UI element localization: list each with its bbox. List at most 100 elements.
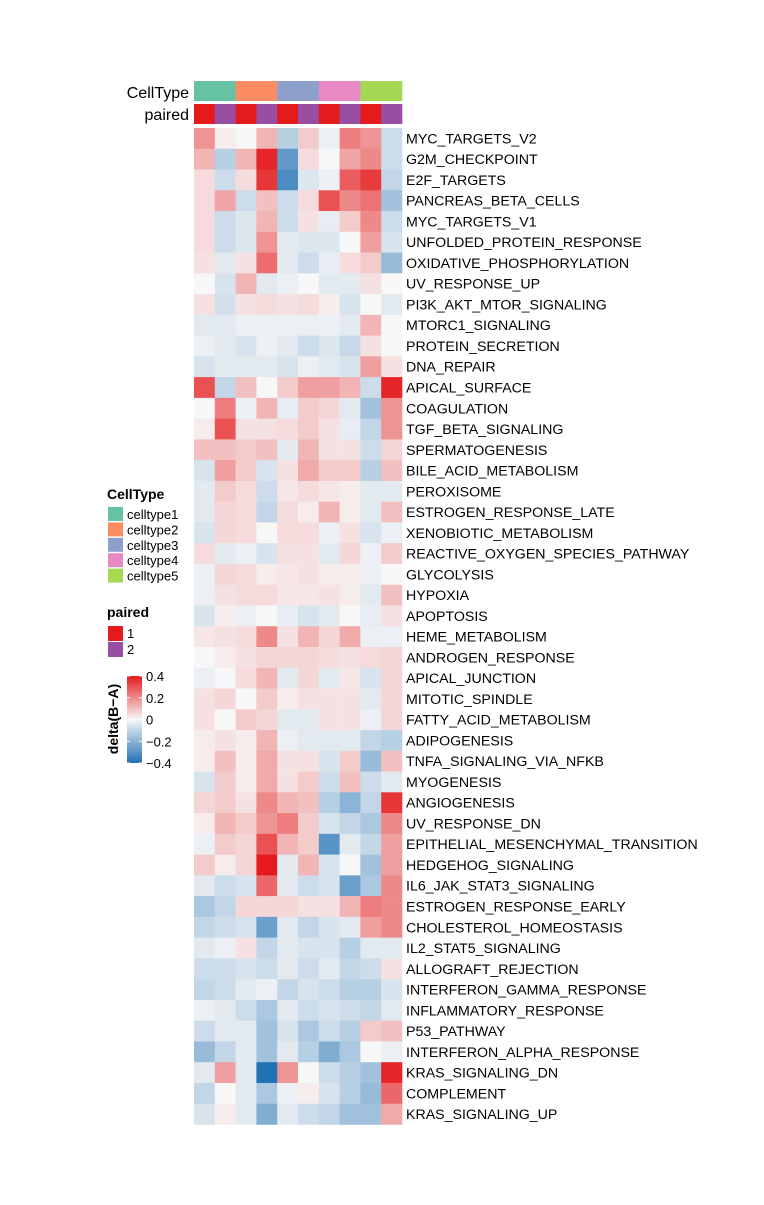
- heatmap-cell: [277, 1082, 299, 1105]
- heatmap-cell: [214, 418, 236, 440]
- heatmap-cell: [214, 750, 236, 772]
- heatmap-cell: [360, 958, 382, 980]
- colorbar-tick-label: 0.2: [146, 691, 164, 706]
- heatmap-cell: [339, 896, 361, 918]
- heatmap-cell: [298, 979, 320, 1001]
- heatmap-cell: [381, 1082, 403, 1105]
- heatmap-cell: [214, 460, 236, 482]
- heatmap-cell: [194, 314, 216, 336]
- heatmap-cell: [339, 231, 361, 253]
- heatmap-cell: [339, 916, 361, 938]
- heatmap-cell: [214, 1082, 236, 1105]
- heatmap-cell: [318, 418, 340, 440]
- heatmap-cell: [360, 792, 382, 814]
- celltype-legend-title: CellType: [107, 486, 165, 502]
- heatmap-cell: [298, 501, 320, 523]
- heatmap-cell: [256, 397, 278, 419]
- heatmap-cell: [360, 460, 382, 482]
- heatmap-cell: [381, 273, 403, 295]
- heatmap-cell: [256, 792, 278, 814]
- paired-annotation-cell: [360, 104, 382, 124]
- heatmap-cell: [235, 231, 257, 253]
- heatmap-cell: [318, 377, 340, 399]
- row-label: ANGIOGENESIS: [406, 796, 515, 812]
- heatmap-cell: [298, 605, 320, 627]
- heatmap-cell: [235, 1041, 257, 1063]
- heatmap-cell: [381, 1041, 403, 1063]
- heatmap-cell: [214, 543, 236, 565]
- heatmap-cell: [214, 211, 236, 233]
- heatmap-cell: [360, 231, 382, 253]
- heatmap-cell: [360, 294, 382, 316]
- heatmap-cell: [277, 543, 299, 565]
- heatmap-cell: [381, 688, 403, 710]
- heatmap-cell: [277, 294, 299, 316]
- heatmap-cell: [194, 128, 216, 150]
- heatmap-cell: [235, 169, 257, 191]
- heatmap-cell: [277, 314, 299, 336]
- celltype-annotation-cell: [381, 81, 403, 101]
- heatmap-cell: [194, 190, 216, 212]
- heatmap-cell: [360, 211, 382, 233]
- heatmap-cell: [318, 294, 340, 316]
- heatmap-cell: [298, 813, 320, 835]
- paired-annotation-cell: [235, 104, 257, 124]
- row-label: PANCREAS_BETA_CELLS: [406, 194, 580, 210]
- heatmap-cell: [339, 584, 361, 606]
- row-label: COMPLEMENT: [406, 1086, 506, 1102]
- row-label: PI3K_AKT_MTOR_SIGNALING: [406, 297, 607, 313]
- heatmap-cell: [194, 522, 216, 544]
- heatmap-cell: [235, 875, 257, 897]
- heatmap-cell: [214, 584, 236, 606]
- heatmap-cell: [381, 1062, 403, 1084]
- heatmap-cell: [318, 252, 340, 274]
- heatmap-cell: [360, 626, 382, 648]
- row-label: P53_PATHWAY: [406, 1024, 506, 1040]
- celltype-annotation-cell: [214, 81, 236, 101]
- heatmap-cell: [381, 896, 403, 918]
- heatmap-cell: [194, 626, 216, 648]
- heatmap-cell: [235, 128, 257, 150]
- celltype-annotation-cell: [339, 81, 361, 101]
- heatmap-cell: [318, 896, 340, 918]
- heatmap-cell: [277, 647, 299, 669]
- heatmap-cell: [360, 875, 382, 897]
- row-label: EPITHELIAL_MESENCHYMAL_TRANSITION: [406, 837, 698, 853]
- heatmap-cell: [360, 647, 382, 669]
- celltype-annotation-cell: [318, 81, 340, 101]
- celltype-track-label: CellType: [127, 85, 189, 102]
- heatmap-cell: [256, 543, 278, 565]
- heatmap-cell: [298, 128, 320, 150]
- heatmap-cell: [360, 252, 382, 274]
- heatmap-cell: [298, 1062, 320, 1084]
- celltype-legend-label: celltype5: [127, 569, 178, 584]
- row-label: ADIPOGENESIS: [406, 733, 513, 749]
- heatmap-cell: [256, 1103, 278, 1125]
- heatmap-cell: [339, 875, 361, 897]
- heatmap-cell: [360, 1020, 382, 1042]
- heatmap-cell: [256, 999, 278, 1021]
- heatmap-cell: [381, 335, 403, 357]
- heatmap-cell: [277, 356, 299, 378]
- heatmap-cell: [214, 273, 236, 295]
- heatmap-cell: [381, 958, 403, 980]
- heatmap-cell: [298, 563, 320, 586]
- heatmap-cell: [339, 792, 361, 814]
- heatmap-cell: [214, 999, 236, 1021]
- heatmap-cell: [277, 979, 299, 1001]
- row-label: OXIDATIVE_PHOSPHORYLATION: [406, 256, 629, 272]
- heatmap-cell: [298, 273, 320, 295]
- legend: CellTypecelltype1celltype2celltype3cellt…: [105, 486, 178, 771]
- heatmap-cell: [381, 148, 403, 170]
- heatmap-cell: [339, 1062, 361, 1084]
- row-label: MYOGENESIS: [406, 775, 501, 791]
- celltype-annotation-cell: [235, 81, 257, 101]
- celltype-annotation-cell: [360, 81, 382, 101]
- paired-annotation-cell: [277, 104, 299, 124]
- heatmap-cell: [194, 273, 216, 295]
- heatmap-cell: [318, 709, 340, 731]
- heatmap-cell: [235, 667, 257, 689]
- row-label: APICAL_SURFACE: [406, 381, 531, 397]
- heatmap-cell: [339, 979, 361, 1001]
- heatmap-cell: [360, 1062, 382, 1084]
